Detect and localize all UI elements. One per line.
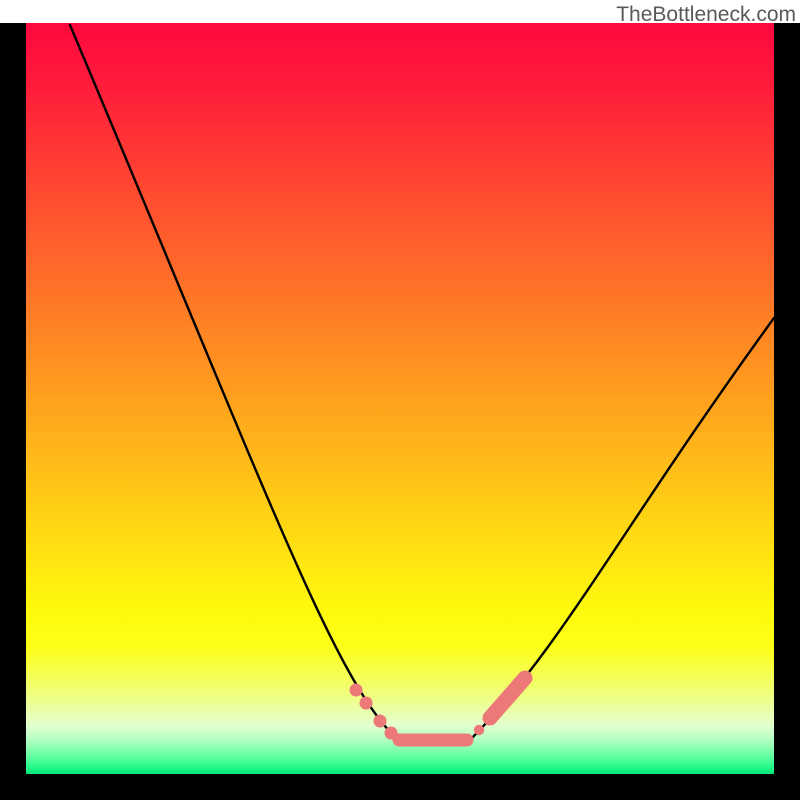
bottleneck-curve-chart: [26, 23, 774, 774]
plot-background-gradient: [26, 23, 774, 774]
marker-dot: [360, 697, 373, 710]
marker-dot: [350, 684, 363, 697]
marker-dot: [474, 725, 484, 735]
marker-dot: [374, 715, 387, 728]
